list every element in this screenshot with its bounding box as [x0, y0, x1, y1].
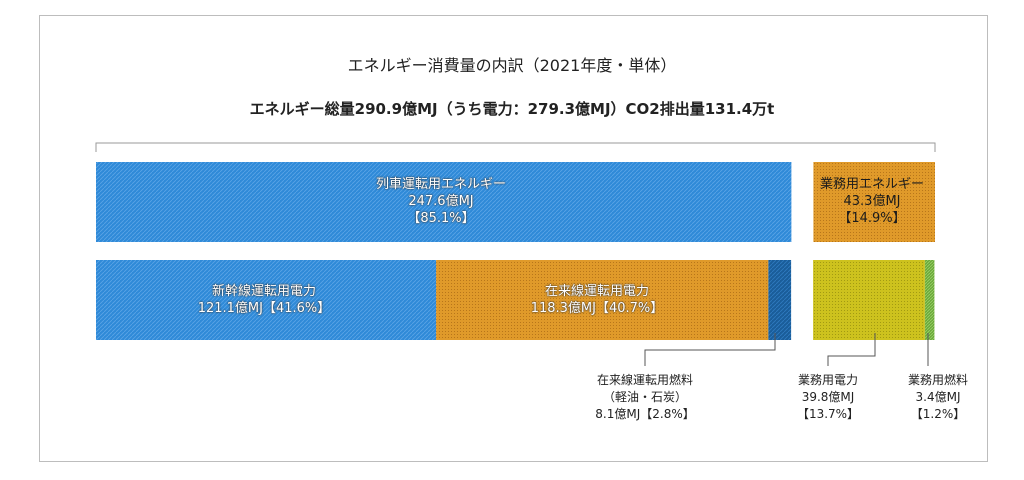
callout-office-power-value: 39.8億MJ	[801, 390, 855, 404]
callout-line-conv-fuel	[644, 333, 776, 366]
bar-train	[96, 162, 792, 242]
callout-conv-fuel-name: 在来線運転用燃料	[596, 373, 693, 387]
bar-conventional	[436, 260, 769, 340]
label-shinkansen-name: 新幹線運転用電力	[211, 284, 316, 299]
label-conventional-name: 在来線運転用電力	[544, 284, 649, 299]
bar-shinkansen	[96, 260, 437, 340]
label-office-value: 43.3億MJ	[843, 194, 901, 209]
chart-frame	[39, 15, 988, 462]
label-train-value: 247.6億MJ	[408, 194, 474, 209]
chart-subtitle: エネルギー総量290.9億MJ（うち電力：279.3億MJ）CO2排出量131.…	[249, 100, 775, 118]
chart-title: エネルギー消費量の内訳（2021年度・単体）	[347, 56, 677, 75]
bar-office_fuel	[924, 260, 935, 340]
label-office-energy: 業務用エネルギー 43.3億MJ 【14.9%】	[808, 176, 936, 227]
label-train-name: 列車運転用エネルギー	[375, 177, 506, 192]
callout-office-fuel-value: 3.4億MJ	[915, 390, 961, 404]
callout-office-power-name: 業務用電力	[797, 373, 858, 387]
callout-office-power-pct: 【13.7%】	[796, 407, 860, 421]
label-shinkansen-value: 121.1億MJ【41.6%】	[197, 301, 331, 316]
label-train-energy: 列車運転用エネルギー 247.6億MJ 【85.1%】	[96, 176, 786, 227]
label-shinkansen: 新幹線運転用電力 121.1億MJ【41.6%】	[96, 283, 432, 317]
total-bracket	[95, 142, 936, 152]
callout-office-fuel-name: 業務用燃料	[907, 373, 968, 387]
callout-office-fuel-pct: 【1.2%】	[910, 407, 966, 421]
callout-office-fuel: 業務用燃料 3.4億MJ 【1.2%】	[893, 372, 983, 423]
label-train-pct: 【85.1%】	[407, 211, 475, 226]
bar-conv_fuel	[768, 260, 792, 340]
bar-office	[813, 162, 935, 242]
label-conventional-value: 118.3億MJ【40.7%】	[530, 301, 664, 316]
label-office-pct: 【14.9%】	[838, 211, 906, 226]
callout-conv-fuel-note: （軽油・石炭）	[602, 390, 687, 404]
label-office-name: 業務用エネルギー	[819, 177, 924, 192]
label-conventional: 在来線運転用電力 118.3億MJ【40.7%】	[432, 283, 762, 317]
bar-office_power	[813, 260, 925, 340]
callout-conv-fuel-value: 8.1億MJ【2.8%】	[595, 407, 695, 421]
callout-conv-fuel: 在来線運転用燃料 （軽油・石炭） 8.1億MJ【2.8%】	[570, 372, 720, 423]
callout-line-office-power	[827, 333, 876, 366]
callout-office-power: 業務用電力 39.8億MJ 【13.7%】	[778, 372, 878, 423]
